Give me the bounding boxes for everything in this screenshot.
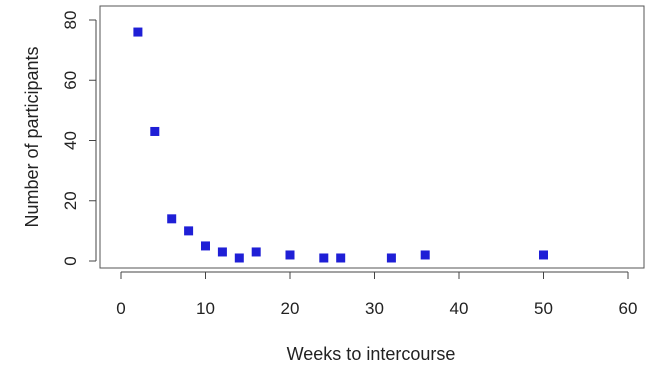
plot-frame xyxy=(99,5,645,269)
data-point xyxy=(167,214,177,224)
data-point xyxy=(285,250,295,260)
x-tick-label: 30 xyxy=(365,299,384,318)
x-tick-label: 50 xyxy=(534,299,553,318)
data-point xyxy=(150,126,160,136)
data-point xyxy=(184,226,194,236)
data-point xyxy=(336,253,346,263)
data-point xyxy=(420,250,430,260)
data-point xyxy=(217,247,227,257)
y-tick-label: 40 xyxy=(61,131,80,150)
x-tick-label: 10 xyxy=(196,299,215,318)
x-tick-label: 60 xyxy=(619,299,638,318)
data-point xyxy=(201,241,210,251)
y-tick-label: 80 xyxy=(61,11,80,30)
data-point xyxy=(539,250,548,260)
y-axis-title: Number of participants xyxy=(22,46,42,227)
x-tick-label: 0 xyxy=(116,299,125,318)
data-point xyxy=(319,253,329,263)
data-point xyxy=(386,253,396,263)
data-point xyxy=(234,253,244,263)
data-point xyxy=(133,27,143,37)
y-axis: 0 20 40 60 80 xyxy=(61,11,97,266)
y-tick-label: 20 xyxy=(61,191,80,210)
y-tick-label: 0 xyxy=(61,256,80,265)
data-point xyxy=(251,247,261,257)
y-tick-label: 60 xyxy=(61,71,80,90)
x-tick-label: 20 xyxy=(281,299,300,318)
data-points xyxy=(133,27,548,263)
x-tick-label: 40 xyxy=(450,299,469,318)
x-axis: 0 10 20 30 40 50 60 xyxy=(116,271,638,318)
x-axis-title: Weeks to intercourse xyxy=(287,344,456,364)
